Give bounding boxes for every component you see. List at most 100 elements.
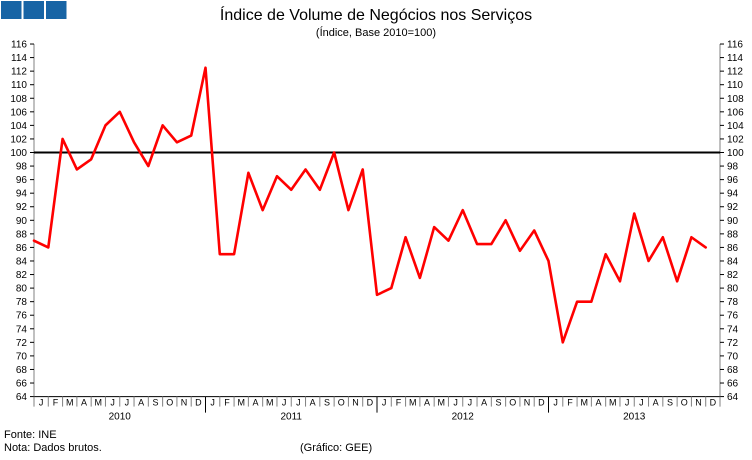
svg-text:J: J (382, 398, 387, 408)
svg-text:M: M (95, 398, 103, 408)
svg-text:N: N (181, 398, 188, 408)
svg-text:88: 88 (16, 229, 28, 240)
svg-text:66: 66 (16, 379, 28, 390)
svg-text:110: 110 (727, 80, 743, 91)
svg-text:2011: 2011 (280, 412, 302, 423)
svg-text:M: M (237, 398, 245, 408)
svg-text:D: D (195, 398, 202, 408)
svg-text:86: 86 (727, 243, 739, 254)
svg-text:A: A (481, 398, 487, 408)
svg-text:J: J (453, 398, 458, 408)
svg-text:J: J (210, 398, 215, 408)
svg-text:A: A (310, 398, 316, 408)
svg-text:J: J (639, 398, 644, 408)
svg-text:J: J (468, 398, 473, 408)
svg-text:114: 114 (727, 53, 743, 64)
svg-text:116: 116 (11, 40, 27, 51)
svg-text:82: 82 (727, 270, 739, 281)
svg-text:J: J (625, 398, 630, 408)
svg-text:112: 112 (11, 67, 27, 78)
svg-text:M: M (409, 398, 417, 408)
svg-text:A: A (81, 398, 87, 408)
svg-text:O: O (681, 398, 688, 408)
svg-text:82: 82 (16, 270, 28, 281)
svg-text:J: J (110, 398, 115, 408)
svg-text:102: 102 (727, 134, 744, 145)
svg-text:D: D (538, 398, 545, 408)
svg-text:S: S (152, 398, 158, 408)
svg-text:80: 80 (727, 284, 739, 295)
svg-text:J: J (125, 398, 130, 408)
svg-text:2012: 2012 (452, 412, 475, 423)
svg-text:64: 64 (16, 392, 28, 403)
svg-text:A: A (253, 398, 259, 408)
svg-text:J: J (39, 398, 44, 408)
svg-text:74: 74 (727, 324, 739, 335)
svg-text:96: 96 (16, 175, 28, 186)
svg-text:M: M (66, 398, 74, 408)
svg-text:M: M (580, 398, 588, 408)
svg-text:92: 92 (16, 202, 28, 213)
svg-text:112: 112 (727, 67, 743, 78)
svg-text:104: 104 (727, 121, 744, 132)
svg-text:86: 86 (16, 243, 28, 254)
svg-text:74: 74 (16, 324, 28, 335)
svg-text:98: 98 (727, 162, 739, 173)
svg-text:F: F (567, 398, 573, 408)
svg-text:80: 80 (16, 284, 28, 295)
svg-text:88: 88 (727, 229, 739, 240)
svg-text:70: 70 (727, 351, 739, 362)
svg-text:A: A (424, 398, 430, 408)
svg-text:O: O (166, 398, 173, 408)
svg-text:J: J (282, 398, 287, 408)
svg-text:92: 92 (727, 202, 739, 213)
svg-text:68: 68 (16, 365, 28, 376)
svg-text:M: M (266, 398, 274, 408)
svg-text:76: 76 (727, 311, 739, 322)
svg-text:76: 76 (16, 311, 28, 322)
svg-text:100: 100 (727, 148, 744, 159)
svg-text:68: 68 (727, 365, 739, 376)
svg-text:D: D (367, 398, 374, 408)
svg-text:78: 78 (727, 297, 739, 308)
svg-text:2013: 2013 (623, 412, 646, 423)
svg-text:J: J (553, 398, 558, 408)
svg-text:2010: 2010 (109, 412, 132, 423)
svg-text:108: 108 (10, 94, 27, 105)
svg-text:F: F (53, 398, 59, 408)
svg-text:104: 104 (10, 121, 27, 132)
svg-text:M: M (609, 398, 617, 408)
svg-text:84: 84 (16, 256, 28, 267)
svg-text:106: 106 (10, 107, 27, 118)
svg-text:110: 110 (11, 80, 27, 91)
svg-text:A: A (653, 398, 659, 408)
svg-text:94: 94 (727, 189, 739, 200)
svg-text:J: J (296, 398, 301, 408)
svg-text:84: 84 (727, 256, 739, 267)
svg-text:F: F (396, 398, 402, 408)
svg-text:78: 78 (16, 297, 28, 308)
svg-text:64: 64 (727, 392, 739, 403)
svg-text:N: N (695, 398, 702, 408)
svg-text:S: S (324, 398, 330, 408)
svg-text:S: S (667, 398, 673, 408)
svg-text:102: 102 (10, 134, 27, 145)
svg-text:N: N (352, 398, 359, 408)
svg-text:116: 116 (727, 40, 743, 51)
svg-text:A: A (138, 398, 144, 408)
svg-text:A: A (596, 398, 602, 408)
svg-text:D: D (710, 398, 717, 408)
svg-text:98: 98 (16, 162, 28, 173)
svg-text:M: M (438, 398, 446, 408)
svg-text:106: 106 (727, 107, 744, 118)
svg-text:72: 72 (16, 338, 28, 349)
svg-text:O: O (509, 398, 516, 408)
svg-text:72: 72 (727, 338, 739, 349)
svg-text:S: S (495, 398, 501, 408)
svg-text:90: 90 (16, 216, 28, 227)
svg-text:O: O (338, 398, 345, 408)
svg-text:N: N (524, 398, 531, 408)
svg-text:108: 108 (727, 94, 744, 105)
svg-text:66: 66 (727, 379, 739, 390)
svg-text:100: 100 (10, 148, 27, 159)
